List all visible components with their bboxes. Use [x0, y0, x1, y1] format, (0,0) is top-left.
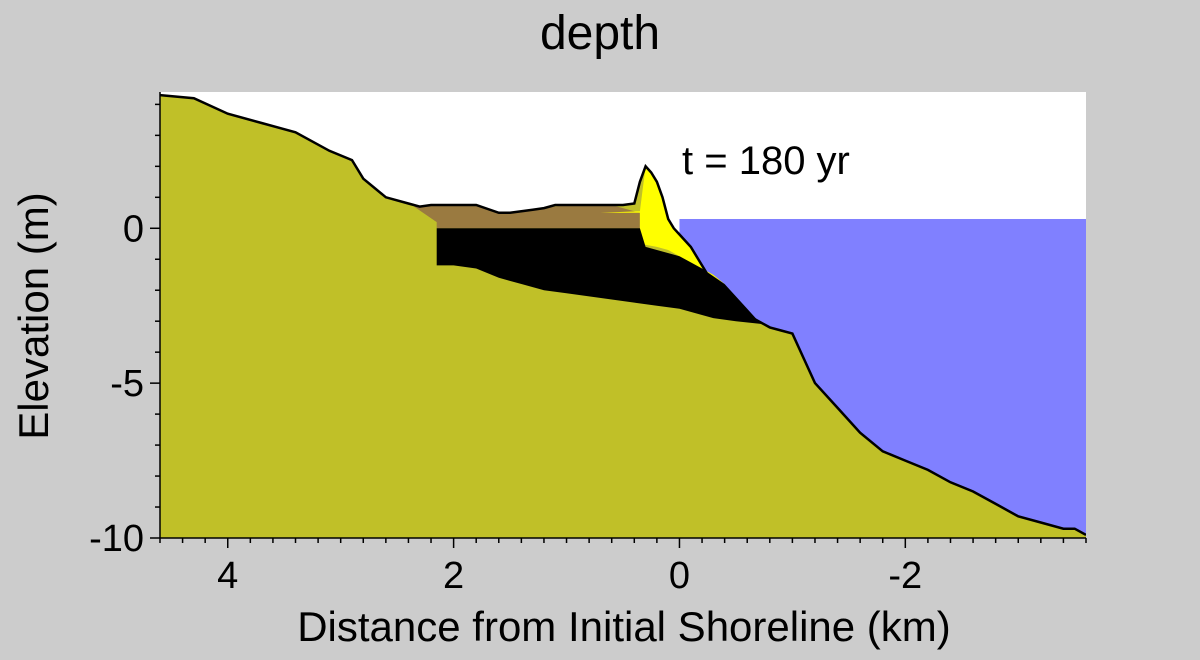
time-annotation: t = 180 yr: [682, 139, 850, 183]
lagoon-mud-layer: [431, 228, 765, 325]
x-axis-label: Distance from Initial Shoreline (km): [297, 603, 951, 650]
y-tick-label: -5: [110, 363, 144, 405]
x-tick-label: -2: [888, 555, 922, 597]
surface-line: [160, 93, 1086, 536]
y-tick-label: -10: [89, 518, 144, 560]
marsh-sediment-layer: [414, 205, 640, 229]
plot-area: [160, 92, 1086, 538]
axes: 0 -5 -10 4 2 0 -2: [89, 92, 1087, 597]
y-tick-label: 0: [123, 208, 144, 250]
x-tick-label: 4: [217, 555, 238, 597]
x-tick-label: 0: [669, 555, 690, 597]
x-tick-label: 2: [443, 555, 464, 597]
chart-title: depth: [539, 7, 661, 60]
